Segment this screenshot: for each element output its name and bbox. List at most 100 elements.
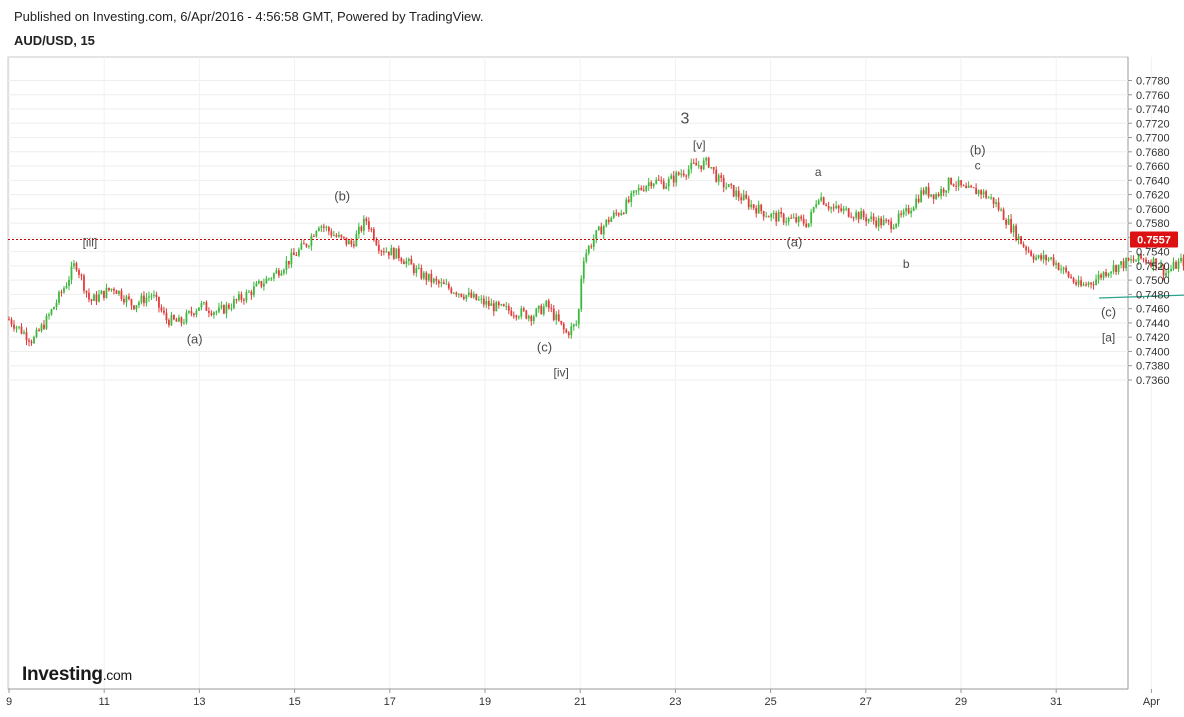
candle-body (547, 300, 550, 308)
candle-body (640, 187, 643, 190)
candle-body (1180, 257, 1182, 262)
price-axis[interactable]: 0.7780 0.7760 0.7740 0.7720 0.7700 0.7680 0.76… (1128, 76, 1170, 387)
candle-body (1130, 259, 1132, 261)
candle-body (772, 213, 775, 215)
candle-body (777, 211, 780, 222)
candle-body (422, 272, 425, 279)
candle-body (697, 165, 700, 167)
x-tick-label: 25 (764, 696, 776, 708)
candle-body (915, 198, 918, 208)
candle-body (580, 278, 583, 310)
candle-body (465, 295, 468, 299)
candle-body (65, 285, 68, 289)
x-tick-label: 31 (1050, 696, 1062, 708)
candle-body (95, 294, 98, 302)
candle-body (115, 290, 118, 294)
candle-body (158, 296, 160, 308)
candle-body (832, 207, 835, 209)
candle-body (715, 169, 718, 182)
candle-body (1045, 255, 1047, 261)
candle-body (1082, 284, 1085, 286)
candle-body (160, 307, 163, 311)
candle-body (28, 340, 30, 342)
candle-body (1062, 267, 1065, 270)
candle-body (143, 295, 145, 304)
wave-label: (b) (334, 188, 350, 203)
candle-body (327, 227, 330, 232)
candle-body (717, 175, 720, 182)
candle-body (210, 312, 213, 315)
candle-body (660, 180, 663, 182)
candle-body (795, 217, 798, 223)
candle-body (1022, 244, 1025, 247)
candle-body (325, 227, 328, 229)
candle-body (1155, 258, 1157, 268)
candle-body (183, 322, 185, 324)
candle-body (875, 220, 878, 227)
candle-body (502, 304, 505, 307)
candle-body (785, 221, 788, 223)
candle-body (457, 293, 460, 295)
candle-body (63, 288, 65, 293)
candle-body (507, 306, 510, 311)
candle-body (462, 296, 465, 299)
candle-body (310, 235, 313, 246)
candle-body (345, 237, 348, 245)
candle-body (20, 326, 23, 334)
candle-body (925, 187, 928, 194)
candle-body (845, 208, 848, 210)
candle-body (1107, 273, 1110, 277)
candle-body (627, 199, 630, 202)
candle-body (287, 260, 290, 265)
candle-body (595, 230, 598, 239)
candle-body (200, 303, 203, 308)
candle-body (215, 311, 218, 313)
candle-body (1132, 259, 1135, 261)
candle-body (103, 290, 105, 298)
time-axis[interactable]: 91113151719212325272931Apr3579 (6, 688, 1184, 708)
candle-body (125, 296, 128, 303)
candle-body (990, 197, 993, 199)
candle-body (912, 207, 915, 211)
candle-body (415, 268, 418, 273)
candle-body (1110, 271, 1112, 274)
candle-body (690, 162, 693, 170)
candle-body (822, 197, 825, 205)
candle-body (88, 292, 90, 300)
candle-body (815, 204, 818, 208)
y-tick-label: 0.7680 (1136, 147, 1170, 159)
y-tick-label: 0.7460 (1136, 304, 1170, 316)
wave-label: 3 (680, 110, 689, 127)
candle-body (300, 243, 303, 250)
candle-body (267, 278, 270, 280)
candle-body (1042, 255, 1045, 260)
candle-body (188, 311, 190, 313)
candle-body (672, 175, 675, 183)
candle-body (223, 305, 225, 314)
candle-body (295, 255, 298, 257)
candle-body (332, 235, 335, 237)
candle-body (505, 306, 508, 308)
y-tick-label: 0.7360 (1136, 375, 1170, 387)
candle-body (797, 216, 800, 223)
candle-body (228, 304, 230, 309)
candle-body (475, 293, 478, 300)
candle-body (930, 194, 933, 197)
candle-body (190, 311, 193, 314)
candle-body (680, 173, 683, 175)
candle-body (390, 247, 393, 256)
candle-body (410, 258, 413, 265)
candle-body (305, 243, 308, 247)
candle-body (118, 290, 120, 294)
candle-body (1005, 220, 1008, 225)
y-tick-label: 0.7600 (1136, 204, 1170, 216)
candle-body (725, 187, 728, 189)
candle-body (780, 211, 783, 214)
wave-label: c (975, 159, 981, 173)
candle-body (250, 291, 253, 296)
candle-body (977, 190, 980, 195)
candle-body (952, 184, 955, 186)
candle-body (737, 190, 740, 198)
candle-body (130, 299, 133, 306)
